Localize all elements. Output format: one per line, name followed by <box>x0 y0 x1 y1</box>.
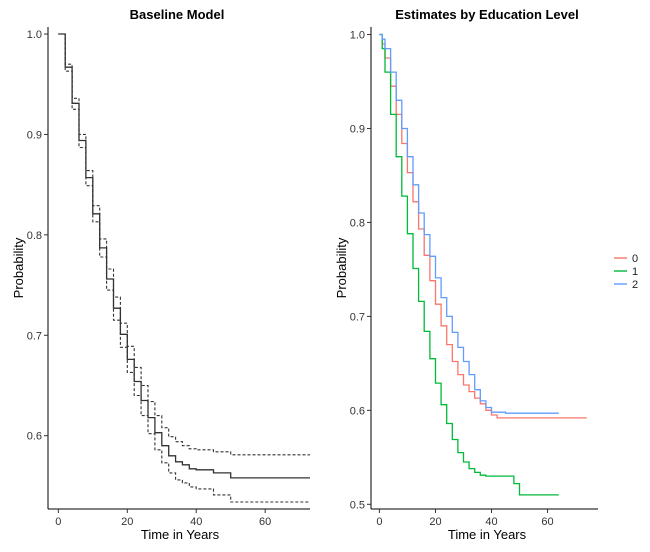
panel2-title: Estimates by Education Level <box>395 7 579 22</box>
y-tick-label: 0.6 <box>350 405 365 417</box>
x-tick-label: 40 <box>190 516 202 528</box>
series-line-2 <box>379 33 559 414</box>
y-tick-label: 0.8 <box>350 217 365 229</box>
panel1-xlabel: Time in Years <box>141 527 220 542</box>
y-tick-label: 1.0 <box>27 29 42 41</box>
confidence-band-line <box>58 33 310 503</box>
legend-label-1: 1 <box>632 266 638 278</box>
x-tick-label: 60 <box>259 516 271 528</box>
y-tick-label: 0.9 <box>27 129 42 141</box>
y-tick-label: 0.7 <box>350 311 365 323</box>
legend: 0 1 2 <box>614 253 638 291</box>
panel2-ylabel: Probability <box>334 237 349 298</box>
panel2-xlabel: Time in Years <box>448 527 527 542</box>
panel1-title: Baseline Model <box>130 7 225 22</box>
confidence-band-line <box>58 33 310 456</box>
y-tick-label: 0.7 <box>27 330 42 342</box>
x-tick-label: 0 <box>55 516 61 528</box>
x-tick-label: 60 <box>541 516 553 528</box>
legend-label-0: 0 <box>632 253 638 265</box>
legend-label-2: 2 <box>632 279 638 291</box>
series-line-0 <box>379 33 587 419</box>
x-tick-label: 20 <box>429 516 441 528</box>
y-tick-label: 1.0 <box>350 30 365 42</box>
panel2-marks: 0.5 0.6 0.7 0.8 0.9 1.0 0 20 40 60 <box>350 27 598 528</box>
x-tick-label: 20 <box>121 516 133 528</box>
x-tick-label: 0 <box>376 516 382 528</box>
y-tick-label: 0.9 <box>350 123 365 135</box>
panel1-marks: 0.6 0.7 0.8 0.9 1.0 0 20 40 60 <box>27 27 310 528</box>
series-line-1 <box>379 33 559 496</box>
x-tick-label: 40 <box>485 516 497 528</box>
y-tick-label: 0.8 <box>27 230 42 242</box>
y-tick-label: 0.5 <box>350 499 365 511</box>
survival-curve-line <box>58 33 310 479</box>
panel1-ylabel: Probability <box>11 237 26 298</box>
y-tick-label: 0.6 <box>27 431 42 443</box>
